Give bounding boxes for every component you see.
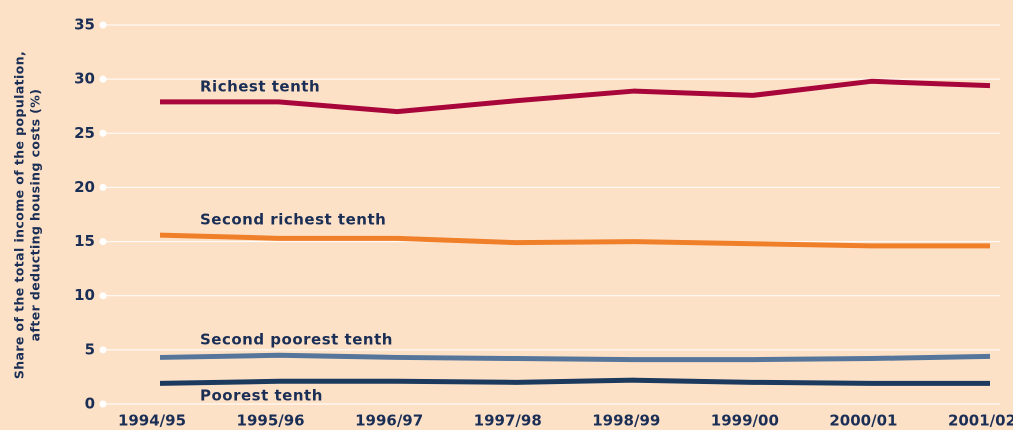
x-tick-label: 1994/95 [118, 412, 186, 430]
series-label: Poorest tenth [200, 387, 323, 405]
x-tick-label: 2001/02 [948, 412, 1013, 430]
y-axis-label-line: Share of the total income of the populat… [12, 51, 27, 379]
series-line [160, 78, 991, 115]
y-tick-label: 30 [74, 70, 95, 88]
tick-dot [99, 129, 107, 137]
tick-dot [99, 183, 107, 191]
x-tick-label: 1997/98 [474, 412, 542, 430]
tick-dot [99, 346, 107, 354]
tick-dot [99, 400, 107, 408]
series-label: Second poorest tenth [200, 331, 393, 349]
x-tick-label: 2000/01 [829, 412, 897, 430]
x-tick-label: 1996/97 [355, 412, 423, 430]
y-tick-label: 0 [85, 395, 95, 413]
x-tick-label: 1995/96 [237, 412, 305, 430]
x-tick-label: 1998/99 [592, 412, 660, 430]
y-tick-label: 35 [74, 16, 95, 34]
series-label: Richest tenth [200, 78, 320, 96]
tick-dot [99, 21, 107, 29]
tick-dot [99, 75, 107, 83]
y-axis-label: Share of the total income of the populat… [12, 51, 43, 379]
tick-dot [99, 238, 107, 246]
y-tick-label: 5 [85, 340, 95, 358]
tick-dot [99, 292, 107, 300]
series-line [159, 377, 990, 386]
y-tick-label: 10 [74, 286, 95, 304]
y-axis-label-line: after deducting housing costs (%) [28, 89, 43, 342]
y-tick-label: 25 [74, 124, 95, 142]
y-tick-label: 15 [74, 232, 95, 250]
y-tick-label: 20 [74, 178, 95, 196]
series-line [159, 232, 990, 249]
series-label: Second richest tenth [200, 211, 386, 229]
x-tick-label: 1999/00 [711, 412, 779, 430]
series-line [159, 352, 991, 363]
